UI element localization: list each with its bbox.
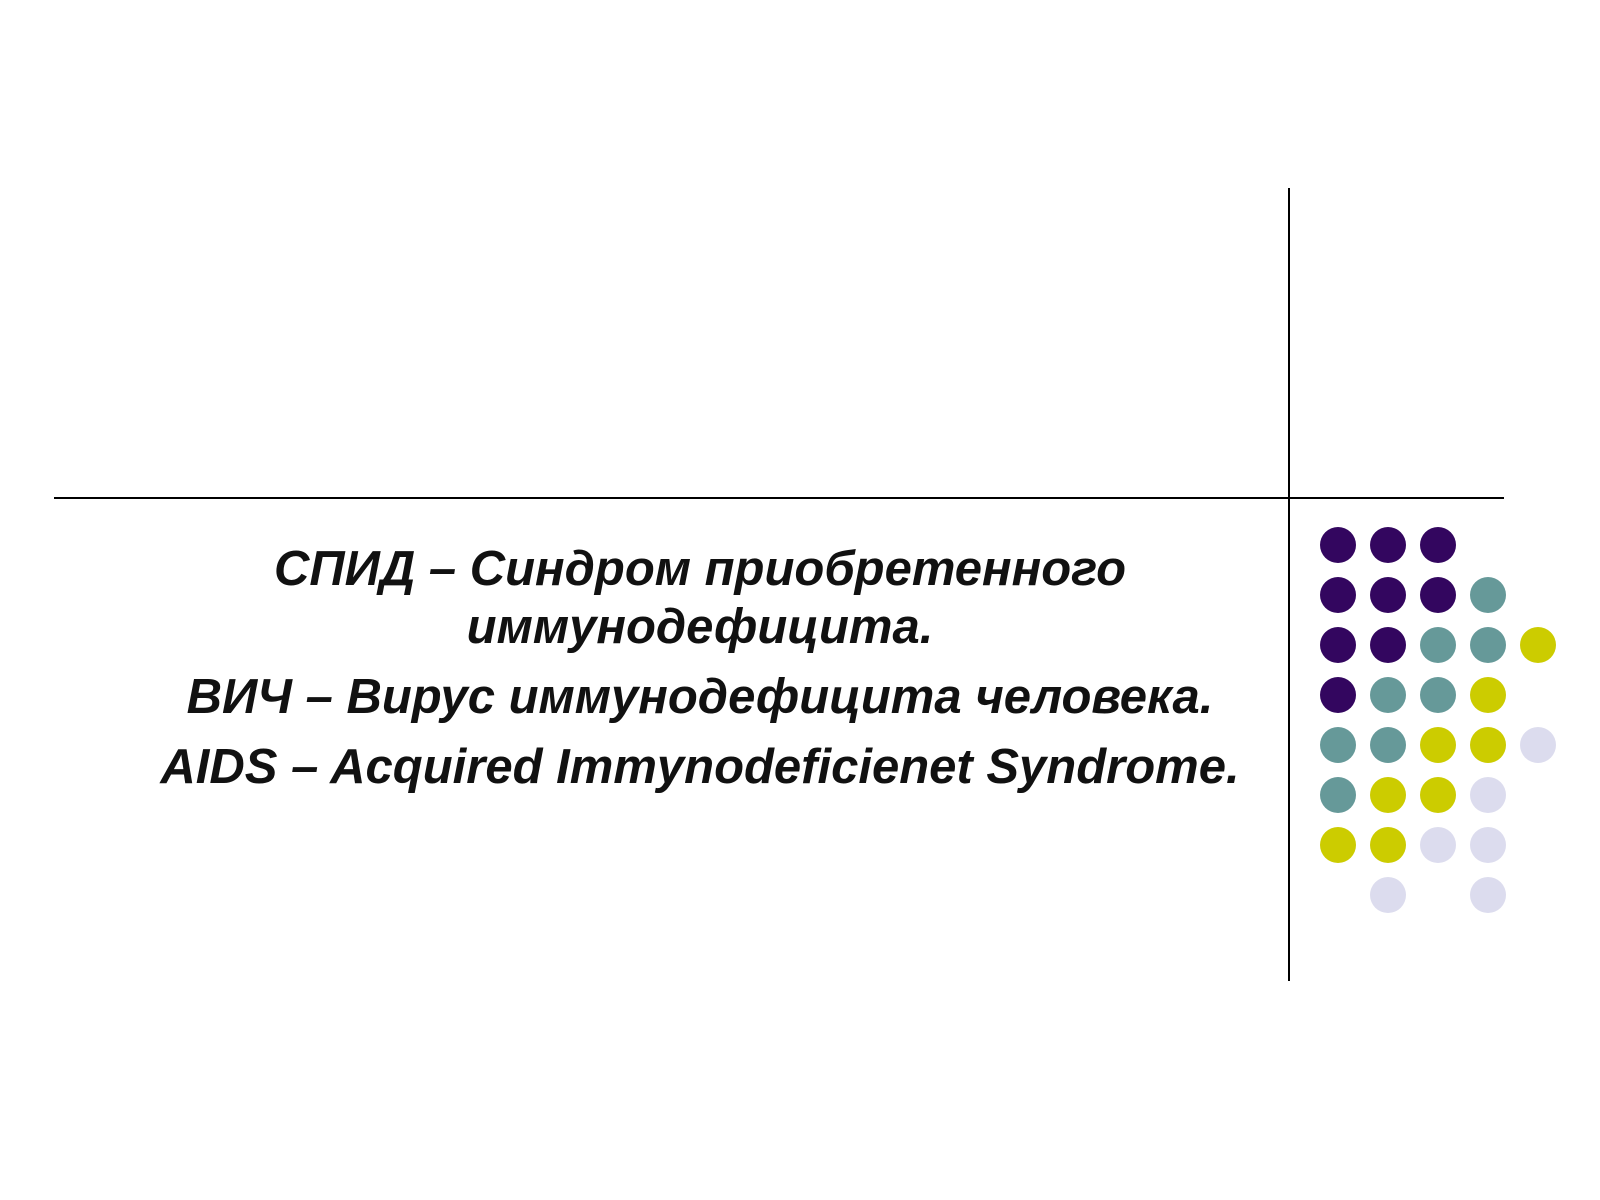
decorative-dot <box>1320 727 1356 763</box>
definition-spid: СПИД – Синдром приобретенного иммунодефи… <box>273 542 1127 654</box>
decorative-dot <box>1420 627 1456 663</box>
decorative-dot <box>1320 627 1356 663</box>
definition-aids: AIDS – Acquired Immynodeficienet Syndrom… <box>160 740 1240 794</box>
decorative-dot <box>1320 827 1356 863</box>
decorative-dot <box>1520 727 1556 763</box>
decorative-dot <box>1470 827 1506 863</box>
decorative-dot-grid <box>1320 527 1572 919</box>
decorative-dot <box>1320 527 1356 563</box>
decorative-dot <box>1470 677 1506 713</box>
decorative-dot <box>1370 827 1406 863</box>
decorative-dot <box>1370 877 1406 913</box>
vertical-divider <box>1288 188 1290 981</box>
decorative-dot <box>1470 877 1506 913</box>
decorative-dot <box>1420 827 1456 863</box>
decorative-dot <box>1470 777 1506 813</box>
decorative-dot <box>1320 777 1356 813</box>
decorative-dot <box>1420 577 1456 613</box>
definition-vich: ВИЧ – Вирус иммунодефицита человека. <box>186 670 1214 724</box>
decorative-dot <box>1470 727 1506 763</box>
decorative-dot <box>1370 677 1406 713</box>
decorative-dot <box>1370 527 1406 563</box>
decorative-dot <box>1420 777 1456 813</box>
decorative-dot <box>1470 627 1506 663</box>
horizontal-divider <box>54 497 1504 499</box>
decorative-dot <box>1470 577 1506 613</box>
decorative-dot <box>1320 577 1356 613</box>
decorative-dot <box>1420 677 1456 713</box>
decorative-dot <box>1320 677 1356 713</box>
decorative-dot <box>1520 627 1556 663</box>
decorative-dot <box>1370 777 1406 813</box>
slide-body-text: СПИД – Синдром приобретенного иммунодефи… <box>160 540 1240 808</box>
decorative-dot <box>1370 727 1406 763</box>
decorative-dot <box>1370 627 1406 663</box>
decorative-dot <box>1420 527 1456 563</box>
decorative-dot <box>1370 577 1406 613</box>
decorative-dot <box>1420 727 1456 763</box>
